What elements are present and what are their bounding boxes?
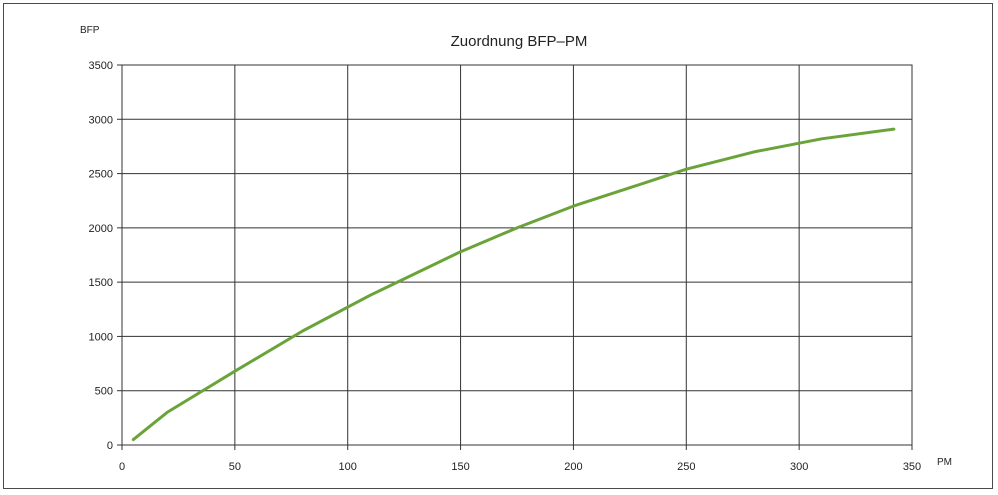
series-layer (131, 127, 896, 442)
y-axis-label: BFP (80, 25, 100, 36)
y-tick-label: 3000 (89, 114, 113, 126)
y-tick-label: 0 (107, 440, 113, 452)
x-tick-label: 300 (790, 461, 808, 473)
x-tick-labels: 0 50 100 150 200 250 300 350 (119, 461, 921, 473)
series-line (131, 127, 896, 442)
y-tick-label: 1500 (89, 277, 113, 289)
y-tick-labels: 0 500 1000 1500 2000 2500 3000 3500 (89, 60, 113, 452)
x-tick-label: 50 (229, 461, 241, 473)
chart-frame (3, 3, 993, 489)
y-tick-label: 3500 (89, 60, 113, 72)
chart-title: Zuordnung BFP–PM (451, 33, 588, 50)
y-tick-label: 1000 (89, 331, 113, 343)
x-tick-label: 350 (903, 461, 921, 473)
plot-border (121, 64, 913, 446)
x-tick-label: 100 (339, 461, 357, 473)
grid (117, 64, 913, 450)
y-tick-label: 500 (95, 386, 113, 398)
x-tick-label: 200 (564, 461, 582, 473)
x-axis-label: PM (937, 457, 952, 468)
y-tick-label: 2500 (89, 169, 113, 181)
x-tick-label: 250 (677, 461, 695, 473)
y-tick-label: 2000 (89, 223, 113, 235)
x-tick-label: 150 (451, 461, 469, 473)
x-tick-label: 0 (119, 461, 125, 473)
